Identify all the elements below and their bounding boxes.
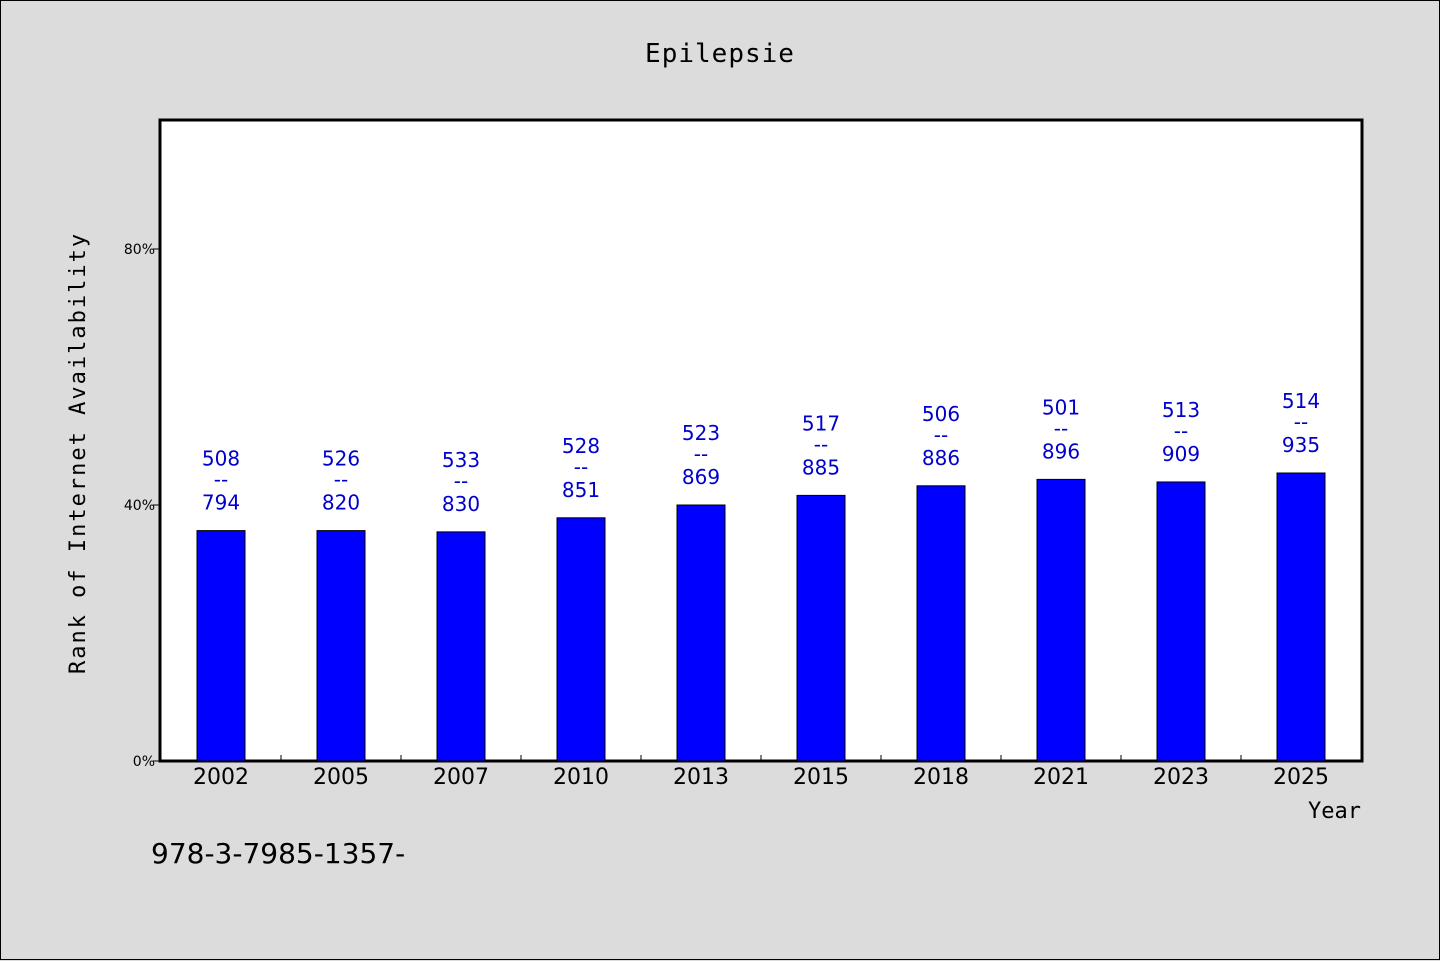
x-tick-label: 2013	[673, 765, 729, 790]
data-label-separator: --	[574, 455, 588, 479]
footnote: 978-3-7985-1357-	[151, 837, 405, 870]
y-tick-label: 0%	[133, 754, 155, 770]
data-label-separator: --	[1294, 410, 1308, 434]
data-label-top: 508	[202, 447, 240, 471]
data-labels: 508--794526--820533--830528--851523--869…	[202, 389, 1320, 516]
x-tick-label: 2002	[193, 765, 249, 790]
data-label-separator: --	[334, 468, 348, 492]
chart-title: Epilepsie	[645, 39, 795, 69]
data-label-top: 514	[1282, 389, 1320, 413]
data-label-bottom: 886	[922, 446, 960, 470]
x-tick-label: 2025	[1273, 765, 1329, 790]
data-label-top: 523	[682, 421, 720, 445]
x-tick-label: 2015	[793, 765, 849, 790]
data-label-bottom: 935	[1282, 433, 1320, 457]
bar	[1276, 472, 1326, 762]
x-tick-label: 2010	[553, 765, 609, 790]
data-label-separator: --	[214, 468, 228, 492]
data-label-bottom: 896	[1042, 439, 1080, 463]
data-label-bottom: 820	[322, 491, 360, 515]
x-tick-label: 2018	[913, 765, 969, 790]
x-tick-label: 2023	[1153, 765, 1209, 790]
data-label-bottom: 869	[682, 465, 720, 489]
bar	[316, 530, 366, 762]
bar	[436, 531, 486, 762]
bar	[556, 517, 606, 762]
data-label-separator: --	[454, 469, 468, 493]
bar	[1156, 481, 1206, 762]
y-axis-ticks: 0% 40% 80%	[124, 242, 161, 770]
bar	[1036, 478, 1086, 762]
data-label-bottom: 851	[562, 478, 600, 502]
data-label-bottom: 909	[1162, 442, 1200, 466]
data-label-separator: --	[814, 432, 828, 456]
data-label-top: 526	[322, 447, 360, 471]
x-tick-label: 2021	[1033, 765, 1089, 790]
data-label-separator: --	[1054, 416, 1068, 440]
data-label-top: 517	[802, 411, 840, 435]
x-tick-label: 2007	[433, 765, 489, 790]
y-tick-label: 40%	[124, 498, 155, 514]
bar	[916, 485, 966, 762]
data-label-separator: --	[694, 442, 708, 466]
y-axis-label: Rank of Internet Availability	[66, 232, 91, 674]
bar	[676, 504, 726, 762]
data-label-top: 528	[562, 434, 600, 458]
data-label-top: 506	[922, 402, 960, 426]
data-label-bottom: 830	[442, 492, 480, 516]
y-tick-label: 80%	[124, 242, 155, 258]
data-label-bottom: 794	[202, 491, 240, 515]
x-axis-label: Year	[1308, 799, 1361, 824]
data-label-separator: --	[1174, 419, 1188, 443]
x-tick-label: 2005	[313, 765, 369, 790]
data-label-top: 501	[1042, 395, 1080, 419]
bar	[796, 494, 846, 762]
bar	[196, 530, 246, 762]
data-label-separator: --	[934, 423, 948, 447]
data-label-top: 513	[1162, 398, 1200, 422]
data-label-bottom: 885	[802, 455, 840, 479]
x-axis-ticks: 2002 2005 2007 2010 2013 2015 2018 2021 2023 2025	[193, 755, 1329, 790]
bars	[196, 472, 1326, 762]
data-label-top: 533	[442, 448, 480, 472]
